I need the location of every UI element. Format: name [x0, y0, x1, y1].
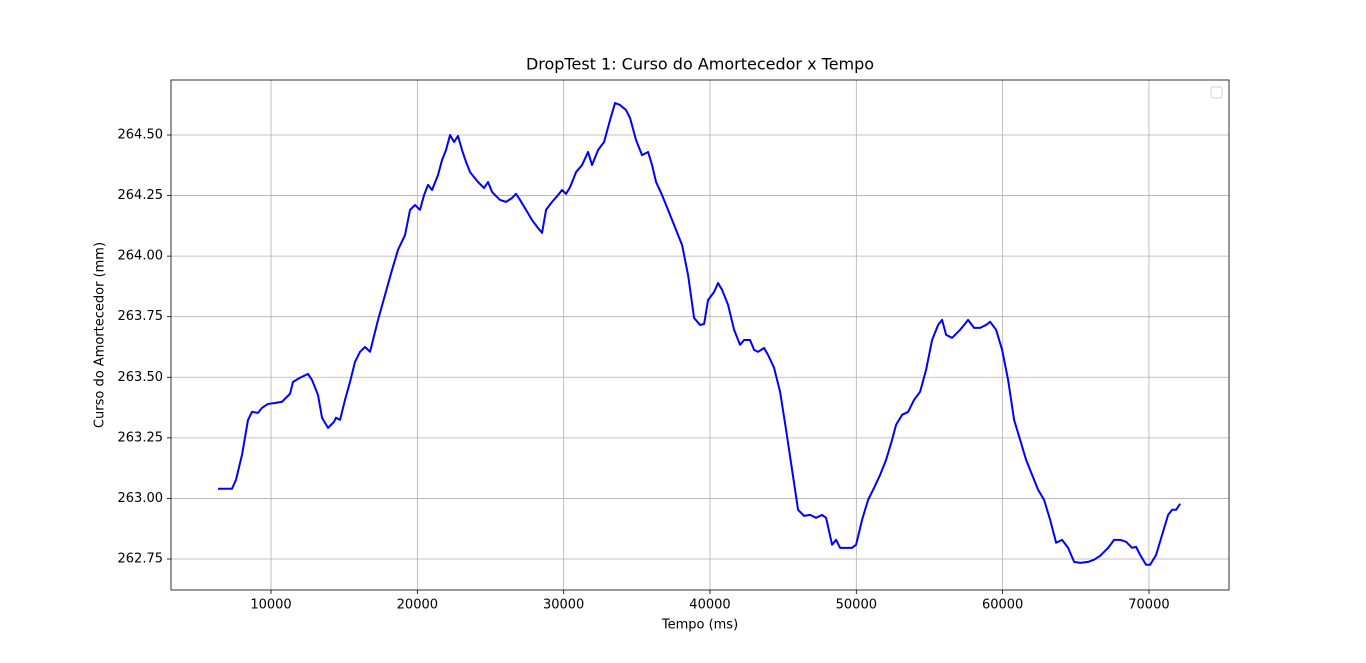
plot-frame	[170, 79, 1230, 591]
x-tick-label: 30000	[543, 598, 584, 613]
x-tick-label: 10000	[250, 598, 291, 613]
y-tick-label: 263.75	[118, 309, 164, 324]
data-line	[218, 102, 1181, 566]
x-tick-label: 50000	[836, 598, 877, 613]
y-tick-label: 264.25	[118, 188, 164, 203]
y-tick-label: 264.50	[118, 127, 164, 142]
x-tick-label: 70000	[1128, 598, 1169, 613]
legend-box	[1210, 86, 1223, 99]
y-tick-label: 263.00	[118, 491, 164, 506]
y-tick-label: 263.50	[118, 370, 164, 385]
chart-title: DropTest 1: Curso do Amortecedor x Tempo	[526, 55, 874, 74]
x-axis-label: Tempo (ms)	[661, 618, 738, 633]
y-tick-label: 264.00	[118, 249, 164, 264]
x-tick-label: 40000	[689, 598, 730, 613]
x-tick-label: 60000	[982, 598, 1023, 613]
x-tick-label: 20000	[397, 598, 438, 613]
y-axis-label: Curso do Amortecedor (mm)	[93, 242, 108, 428]
y-tick-label: 263.25	[118, 430, 164, 445]
y-tick-label: 262.75	[118, 551, 164, 566]
